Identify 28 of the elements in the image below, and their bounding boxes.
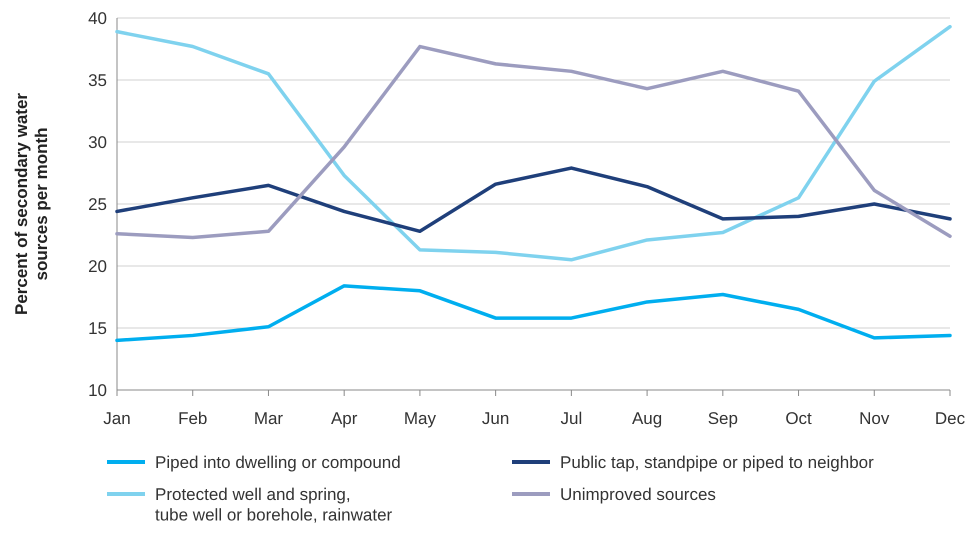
legend-label: Unimproved sources (560, 484, 716, 504)
x-tick-label: Mar (254, 409, 284, 428)
x-tick-label: Jun (482, 409, 510, 428)
legend-label: Piped into dwelling or compound (155, 452, 401, 472)
x-tick-label: Aug (632, 409, 662, 428)
line-series (115, 166, 952, 234)
y-tick-label: 20 (88, 256, 107, 276)
line-series (115, 44, 952, 240)
line-series (115, 24, 952, 262)
x-tick-label: Sep (708, 409, 738, 428)
y-axis-title: Percent of secondary water sources per month (12, 92, 52, 316)
y-tick-label: 30 (88, 132, 107, 152)
y-tick-label: 35 (88, 70, 107, 90)
line-series (115, 284, 952, 342)
x-tick-label: Feb (178, 409, 208, 428)
y-tick-label: 15 (88, 318, 107, 338)
x-tick-label: Jul (560, 409, 582, 428)
x-tick-label: Apr (330, 409, 358, 428)
y-tick-label: 10 (88, 380, 107, 400)
x-tick-label: May (404, 409, 436, 428)
legend-label: Public tap, standpipe or piped to neighbor (560, 452, 874, 472)
x-tick-label: Jan (103, 409, 131, 428)
legend-label: Protected well and spring, tube well or borehole, rainwater (155, 484, 393, 524)
y-tick-label: 40 (88, 8, 107, 28)
x-tick-label: Dec (934, 409, 966, 428)
x-tick-label: Nov (859, 409, 890, 428)
y-tick-label: 25 (88, 194, 107, 214)
x-tick-label: Oct (785, 409, 812, 428)
